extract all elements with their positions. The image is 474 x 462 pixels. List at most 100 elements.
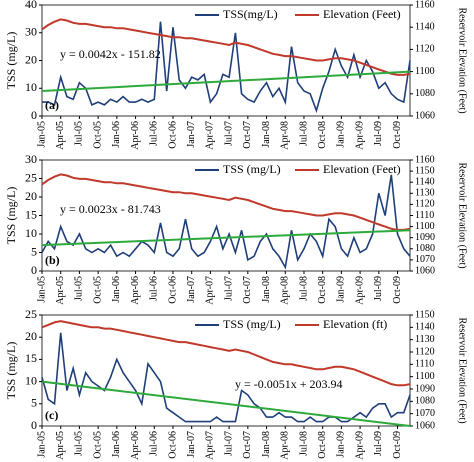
x-tick-label: Jul-07 [223,121,234,146]
y-tick-label: 20 [25,189,37,203]
y2-tick-label: 1150 [415,309,435,320]
y-tick-label: 0 [31,263,37,277]
x-tick-label: Jan-09 [336,276,347,303]
y-tick-label: 20 [25,329,37,343]
x-tick-label: Jul-09 [373,121,384,146]
x-tick-label: Oct-08 [317,276,328,304]
series-line [41,173,411,231]
trend-equation: y = -0.0051x + 203.94 [235,377,343,391]
x-tick-label: Jul-05 [74,431,85,456]
x-tick-label: Jan-05 [36,431,47,458]
y2-tick-label: 1120 [415,44,435,55]
y2-tick-label: 1080 [415,88,435,99]
x-tick-label: Apr-07 [205,431,216,460]
x-tick-label: Jan-05 [36,276,47,303]
x-tick-label: Oct-05 [92,276,103,304]
y-tick-label: 10 [25,226,37,240]
x-tick-label: Jan-06 [111,431,122,458]
y-axis-label: TSS (mg/L) [4,342,18,400]
x-tick-label: Oct-06 [167,121,178,149]
x-tick-label: Jan-08 [261,431,272,458]
x-tick-label: Jan-06 [111,121,122,148]
x-tick-label: Jan-08 [261,276,272,303]
x-tick-label: Apr-06 [130,121,141,150]
legend-label: TSS(mg/L) [223,7,278,21]
x-tick-label: Jul-09 [373,431,384,456]
x-tick-label: Apr-07 [205,121,216,150]
trendline [41,380,411,427]
x-tick-label: Oct-05 [92,121,103,149]
x-tick-label: Apr-09 [354,276,365,305]
y-tick-label: 0 [31,418,37,432]
y2-tick-label: 1090 [415,383,435,394]
series-line [41,18,411,76]
trend-equation: y = 0.0023x - 81.743 [60,202,161,216]
x-tick-label: Jan-07 [186,276,197,303]
y2-tick-label: 1160 [415,0,435,10]
x-tick-label: Apr-06 [130,431,141,460]
x-tick-label: Oct-05 [92,431,103,459]
legend-label: TSS (mg/L) [223,162,281,176]
y2-tick-label: 1160 [415,154,435,165]
y-tick-label: 15 [25,351,37,365]
y-axis-label: TSS (mg/L) [4,187,18,245]
y2-tick-label: 1060 [415,265,435,276]
y2-tick-label: 1140 [415,322,435,333]
y-tick-label: 0 [31,108,37,122]
panel-label: (b) [45,253,60,267]
y2-axis-label: Reservoir Elevation (Feet) [457,162,468,268]
legend-label: Elevation (Feet) [323,7,401,21]
x-tick-label: Oct-06 [167,431,178,459]
y2-tick-label: 1130 [415,334,435,345]
x-tick-label: Oct-07 [242,431,253,459]
x-tick-label: Oct-08 [317,121,328,149]
y-tick-label: 30 [25,152,37,166]
x-tick-label: Oct-09 [392,431,403,459]
y2-tick-label: 1120 [415,346,435,357]
x-tick-label: Apr-05 [55,276,66,305]
trendline [41,229,411,247]
x-tick-label: Jan-08 [261,121,272,148]
x-tick-label: Jul-09 [373,276,384,301]
x-tick-label: Apr-08 [280,431,291,460]
x-tick-label: Jan-09 [336,121,347,148]
series-line [41,332,411,423]
y-tick-label: 10 [25,80,37,94]
x-tick-label: Apr-05 [55,121,66,150]
x-tick-label: Apr-09 [354,431,365,460]
trend-equation: y = 0.0042x - 151.82 [60,47,161,61]
x-tick-label: Jan-07 [186,121,197,148]
y2-tick-label: 1080 [415,396,435,407]
y-tick-label: 5 [31,396,37,410]
y2-tick-label: 1060 [415,110,435,121]
legend-label: TSS (mg/L) [223,317,281,331]
x-tick-label: Apr-05 [55,431,66,460]
x-tick-label: Apr-09 [354,121,365,150]
y-tick-label: 25 [25,307,37,321]
y2-tick-label: 1070 [415,408,435,419]
x-tick-label: Oct-09 [392,121,403,149]
y-tick-label: 5 [31,244,37,258]
y-tick-label: 20 [25,52,37,66]
y2-tick-label: 1100 [415,66,435,77]
y2-tick-label: 1140 [415,21,435,32]
panel-label: (c) [45,408,58,422]
x-tick-label: Oct-06 [167,276,178,304]
y-tick-label: 25 [25,170,37,184]
y2-tick-label: 1090 [415,232,435,243]
x-tick-label: Oct-09 [392,276,403,304]
legend-label: Elevation (Feet) [323,162,401,176]
y2-tick-label: 1080 [415,243,435,254]
x-tick-label: Jul-07 [223,276,234,301]
y2-tick-label: 1150 [415,165,435,176]
y2-axis-label: Reservoir Elevation (Feet) [457,317,468,423]
y-tick-label: 40 [25,0,37,11]
x-tick-label: Jan-05 [36,121,47,148]
y2-tick-label: 1060 [415,420,435,431]
series-line [41,174,411,270]
x-tick-label: Jul-08 [298,431,309,456]
x-tick-label: Apr-08 [280,276,291,305]
x-tick-label: Apr-06 [130,276,141,305]
y-tick-label: 30 [25,25,37,39]
plot-frame [41,314,411,427]
